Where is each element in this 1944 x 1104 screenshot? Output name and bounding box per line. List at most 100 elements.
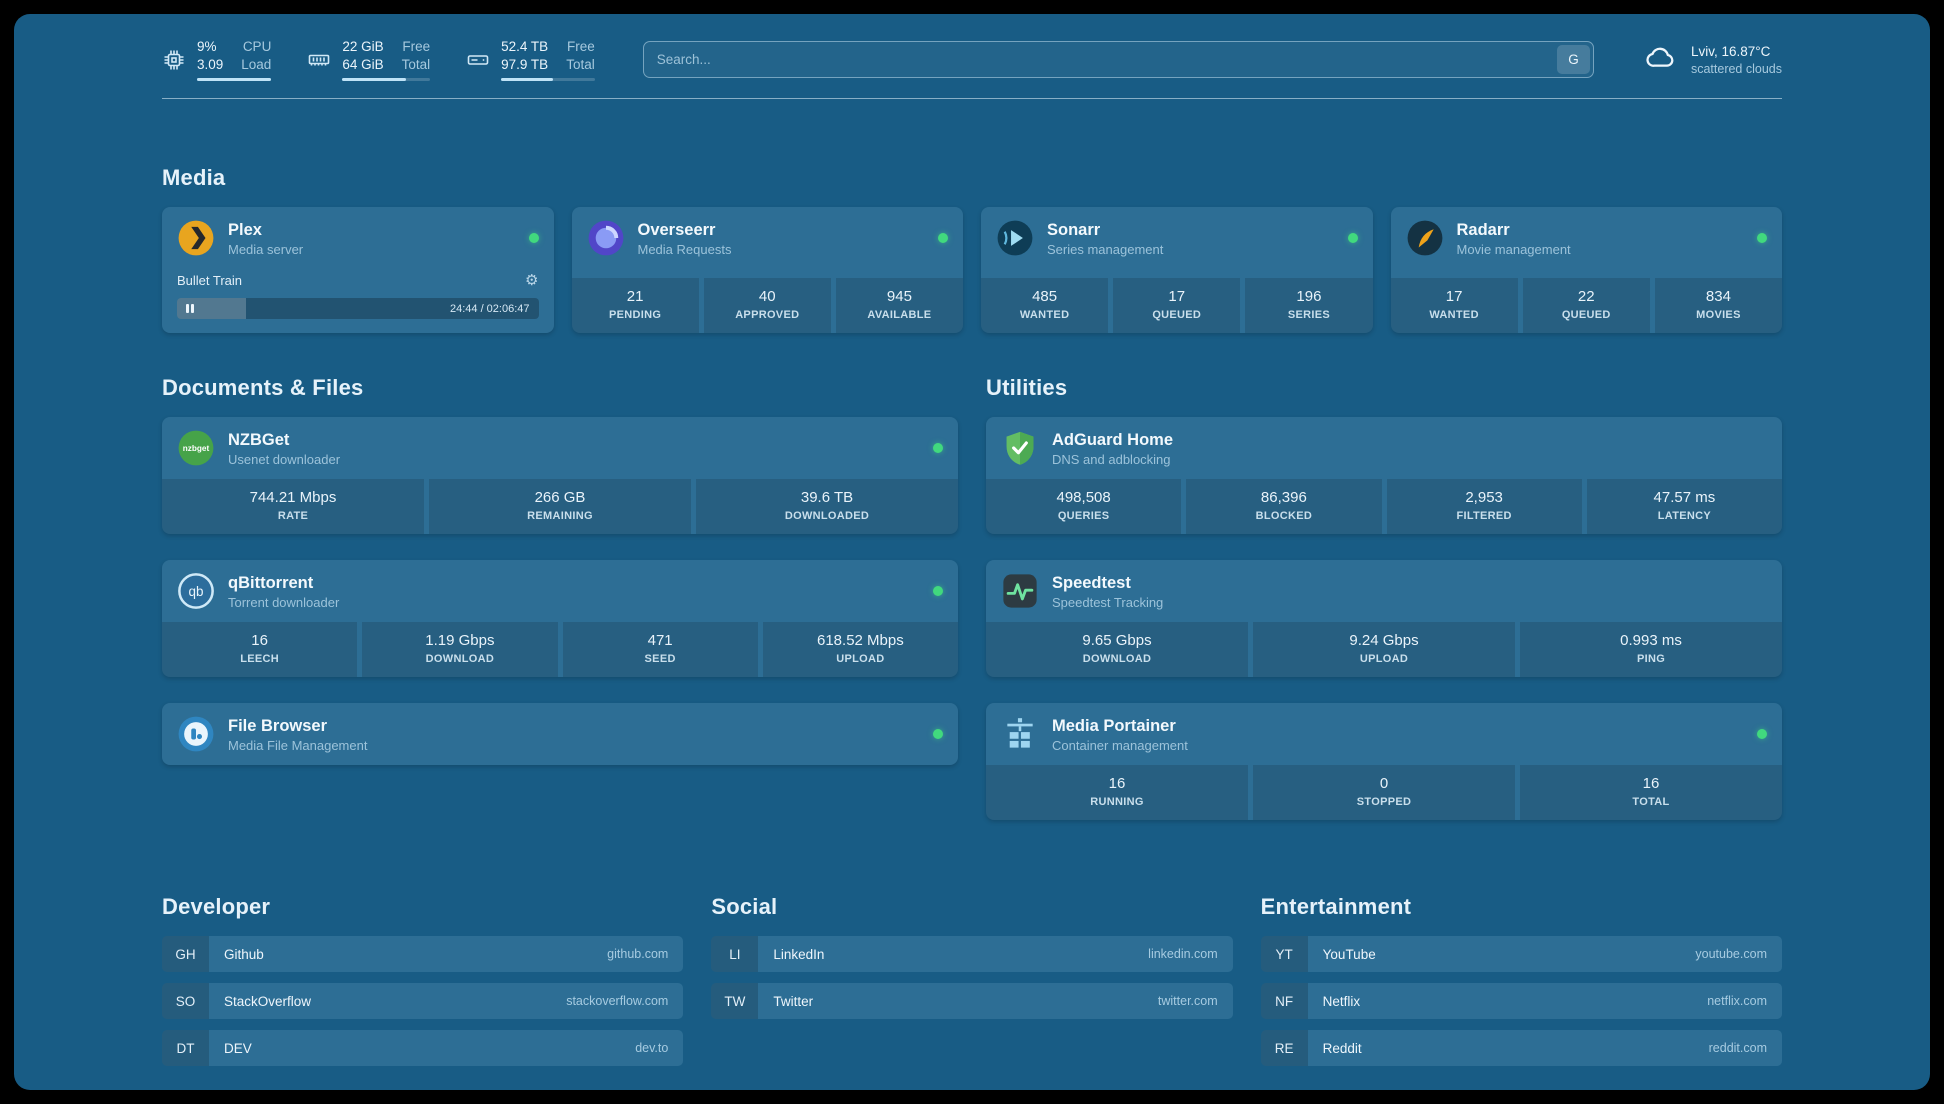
service-card-nzbget[interactable]: nzbget NZBGet Usenet downloader 744.21 M… [162, 417, 958, 534]
stat-label: FILTERED [1456, 510, 1512, 522]
gear-icon[interactable]: ⚙ [525, 272, 539, 289]
playback-progress [177, 298, 246, 319]
stat-label: WANTED [1429, 309, 1479, 321]
qbittorrent-icon: qb [177, 572, 215, 610]
weather-condition: scattered clouds [1690, 61, 1782, 76]
search-bar[interactable]: G [642, 41, 1594, 78]
service-description: Speedtest Tracking [1052, 594, 1164, 610]
stat-label: DOWNLOADED [784, 510, 870, 522]
memory-free-value: 22 GiB [342, 39, 384, 54]
service-card-portainer[interactable]: Media Portainer Container management 16 … [986, 703, 1782, 820]
stat-ping: 0.993 ms PING [1520, 622, 1782, 677]
stat-series: 196 SERIES [1245, 278, 1373, 333]
stat-value: 86,396 [1260, 489, 1307, 506]
bookmark-item-github[interactable]: GH Github github.com [162, 936, 684, 972]
plex-now-playing: Bullet Train ⚙ 24:44 / 02:06:47 [162, 269, 554, 333]
service-card-radarr[interactable]: Radarr Movie management 17 WANTED 22 QUE… [1390, 207, 1782, 333]
playback-bar[interactable]: 24:44 / 02:06:47 [177, 298, 539, 319]
now-playing-title: Bullet Train [177, 272, 243, 288]
service-card-speedtest[interactable]: Speedtest Speedtest Tracking 9.65 Gbps D… [986, 560, 1782, 677]
developer-group-title: Developer [162, 894, 271, 919]
disk-stats: 52.4 TB Free 97.9 TB Total [501, 38, 595, 81]
bookmark-item-stackoverflow[interactable]: SO StackOverflow stackoverflow.com [162, 983, 684, 1019]
stat-label: STOPPED [1356, 796, 1412, 808]
disk-free-value: 52.4 TB [501, 39, 549, 54]
status-indicator [933, 729, 943, 739]
service-card-plex[interactable]: Plex Media server Bullet Train ⚙ 24:44 /… [162, 207, 554, 333]
nzbget-icon: nzbget [177, 429, 215, 467]
bookmark-domain: linkedin.com [1148, 947, 1218, 961]
stat-remaining: 266 GB REMAINING [429, 479, 691, 534]
bookmark-group-entertainment: Entertainment YT YouTube youtube.com NF … [1260, 894, 1782, 1066]
bookmark-item-netflix[interactable]: NF Netflix netflix.com [1260, 983, 1782, 1019]
cpu-usage-value: 9% [197, 39, 217, 54]
stat-approved: 40 APPROVED [703, 278, 831, 333]
bookmark-name: Twitter [773, 993, 814, 1009]
search-input[interactable] [656, 52, 1557, 67]
stat-value: 498,508 [1056, 489, 1111, 506]
stat-value: 266 GB [534, 489, 586, 506]
bookmark-domain: youtube.com [1695, 947, 1767, 961]
disk-widget: 52.4 TB Free 97.9 TB Total [466, 38, 595, 81]
bookmark-name: StackOverflow [224, 993, 312, 1009]
stat-label: PENDING [608, 309, 662, 321]
resource-widgets: 9% CPU 3.09 Load 22 [162, 38, 595, 81]
status-indicator [1757, 729, 1767, 739]
disk-bar [501, 78, 595, 81]
service-description: Torrent downloader [228, 594, 340, 610]
stat-label: LEECH [240, 653, 280, 665]
stat-download: 1.19 Gbps DOWNLOAD [362, 622, 558, 677]
pause-icon[interactable] [186, 304, 194, 313]
stat-wanted: 17 WANTED [1390, 278, 1518, 333]
stat-value: 744.21 Mbps [249, 489, 337, 506]
cloud-icon [1642, 41, 1680, 78]
bookmark-item-reddit[interactable]: RE Reddit reddit.com [1260, 1030, 1782, 1066]
bookmark-domain: netflix.com [1707, 994, 1767, 1008]
stat-value: 945 [886, 288, 912, 305]
stat-value: 0 [1379, 775, 1389, 792]
service-card-filebrowser[interactable]: File Browser Media File Management [162, 703, 958, 765]
bookmark-item-linkedin[interactable]: LI LinkedIn linkedin.com [711, 936, 1233, 972]
service-card-adguard[interactable]: AdGuard Home DNS and adblocking 498,508 … [986, 417, 1782, 534]
stat-pending: 21 PENDING [571, 278, 699, 333]
stat-label: BLOCKED [1255, 510, 1313, 522]
stat-latency: 47.57 ms LATENCY [1586, 479, 1782, 534]
service-card-qbittorrent[interactable]: qb qBittorrent Torrent downloader 16 LEE… [162, 560, 958, 677]
memory-total-label: Total [401, 57, 431, 72]
bookmark-name: Github [224, 946, 264, 962]
service-description: Series management [1047, 241, 1164, 257]
bookmark-item-twitter[interactable]: TW Twitter twitter.com [711, 983, 1233, 1019]
bookmarks: Developer GH Github github.com SO StackO… [162, 894, 1782, 1066]
memory-total-value: 64 GiB [342, 57, 384, 72]
stat-value: 16 [1642, 775, 1660, 792]
memory-widget: 22 GiB Free 64 GiB Total [307, 38, 431, 81]
bookmark-domain: dev.to [635, 1041, 669, 1055]
bookmark-item-youtube[interactable]: YT YouTube youtube.com [1260, 936, 1782, 972]
service-card-sonarr[interactable]: Sonarr Series management 485 WANTED 17 Q… [981, 207, 1373, 333]
speedtest-icon [1001, 572, 1039, 610]
cpu-widget: 9% CPU 3.09 Load [162, 38, 272, 81]
stat-value: 16 [1108, 775, 1126, 792]
status-indicator [933, 443, 943, 453]
status-indicator [938, 233, 948, 243]
stat-label: RUNNING [1090, 796, 1144, 808]
memory-stats: 22 GiB Free 64 GiB Total [342, 38, 431, 81]
weather-widget: Lviv, 16.87°C scattered clouds [1642, 41, 1782, 78]
sonarr-icon [996, 219, 1034, 257]
bookmark-abbr: TW [711, 983, 759, 1019]
filebrowser-icon [177, 715, 215, 753]
search-provider-button[interactable]: G [1556, 45, 1590, 74]
service-name: Plex [228, 220, 262, 239]
stat-value: 471 [647, 632, 673, 649]
stat-label: DOWNLOAD [1082, 653, 1152, 665]
bookmark-domain: stackoverflow.com [566, 994, 669, 1008]
stat-value: 834 [1705, 288, 1731, 305]
memory-free-label: Free [402, 39, 431, 54]
stat-download: 9.65 Gbps DOWNLOAD [986, 622, 1248, 677]
stat-label: QUERIES [1057, 510, 1110, 522]
stat-queries: 498,508 QUERIES [986, 479, 1182, 534]
bookmark-item-dev[interactable]: DT DEV dev.to [162, 1030, 684, 1066]
stat-value: 17 [1445, 288, 1463, 305]
service-card-overseerr[interactable]: Overseerr Media Requests 21 PENDING 40 A… [571, 207, 963, 333]
stat-label: QUEUED [1561, 309, 1611, 321]
